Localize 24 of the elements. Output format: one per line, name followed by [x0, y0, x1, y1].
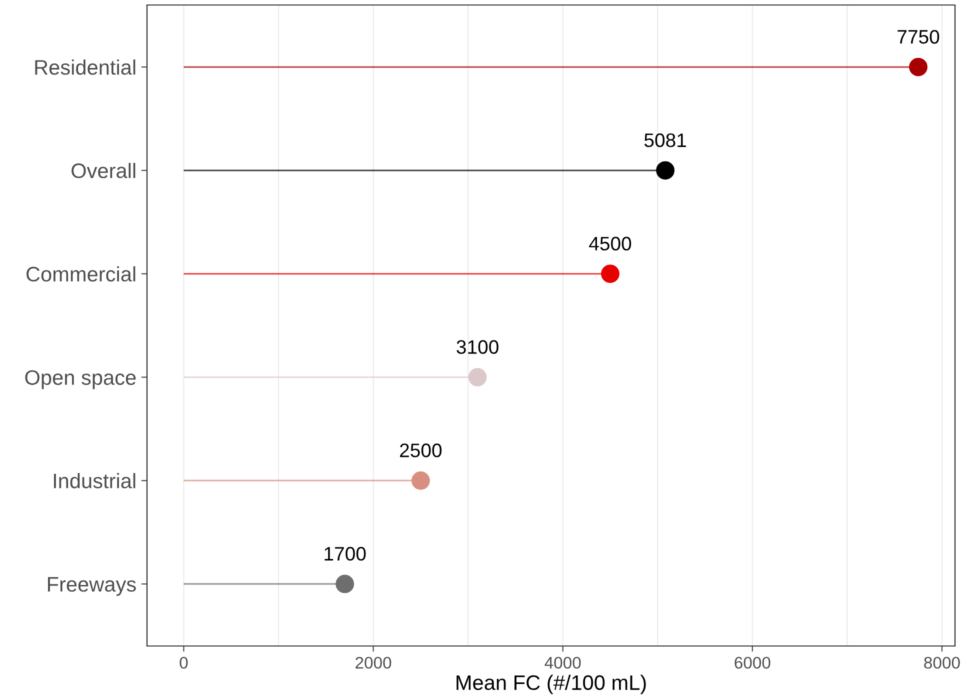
x-tick-label: 6000 — [734, 656, 770, 669]
data-label: 5081 — [644, 133, 686, 148]
data-label: 7750 — [898, 30, 940, 44]
data-label: 2500 — [400, 444, 442, 458]
data-label: 3100 — [456, 340, 498, 354]
x-tick-label: 2000 — [356, 656, 392, 669]
point — [601, 264, 620, 284]
y-tick-label: Open space — [25, 370, 136, 390]
x-tick-label: 0 — [180, 656, 188, 669]
y-tick-label: Commercial — [26, 266, 136, 282]
point — [468, 368, 487, 386]
point — [336, 574, 354, 594]
x-tick-label: 8000 — [924, 656, 960, 669]
x-tick-label: 4000 — [544, 656, 581, 669]
point — [656, 161, 675, 180]
point — [411, 471, 430, 490]
x-axis-title: Mean FC (#/100 mL) — [456, 674, 646, 694]
y-tick-label: Freeways — [48, 577, 136, 596]
data-label: 4500 — [589, 236, 632, 251]
data-label: 1700 — [324, 546, 366, 561]
y-tick-label: Overall — [72, 162, 136, 178]
y-tick-label: Industrial — [54, 473, 136, 488]
y-tick-label: Residential — [35, 59, 136, 75]
point — [909, 58, 928, 76]
